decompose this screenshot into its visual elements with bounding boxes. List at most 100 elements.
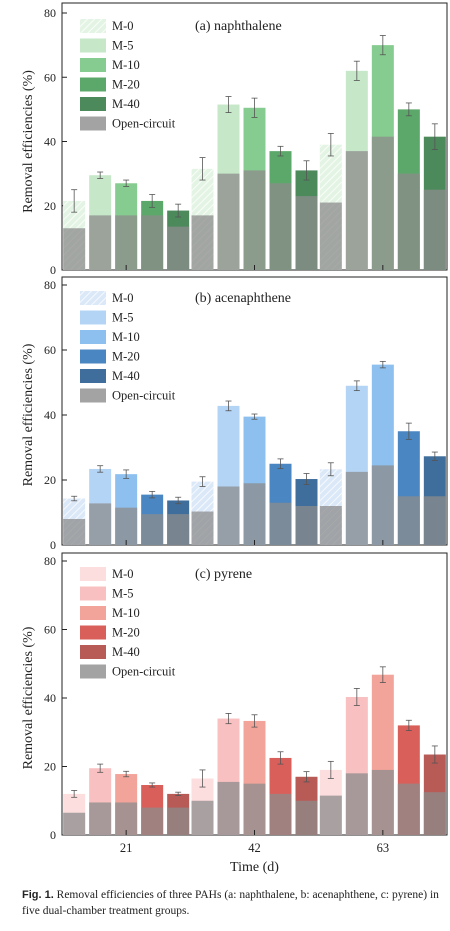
open-circuit-bar	[63, 812, 86, 835]
open-circuit-bar	[141, 215, 164, 270]
open-circuit-bar	[89, 215, 112, 270]
legend-label: M-20	[112, 626, 140, 640]
open-circuit-bar	[115, 507, 138, 545]
legend-label: M-20	[112, 78, 140, 92]
open-circuit-bar	[371, 465, 394, 545]
open-circuit-bar	[371, 136, 394, 270]
legend-label: M-5	[112, 587, 134, 601]
legend-label: M-40	[112, 97, 140, 111]
open-circuit-bar	[397, 496, 420, 545]
legend-label: M-0	[112, 291, 134, 305]
y-tick-label: 40	[44, 691, 56, 705]
x-tick-label: 42	[248, 841, 261, 855]
open-circuit-bar	[295, 800, 318, 835]
legend-label: M-5	[112, 39, 134, 53]
y-axis-label: Removal efficiencies (%)	[21, 343, 36, 486]
chart-title: (c) pyrene	[195, 567, 252, 582]
open-circuit-bar	[319, 795, 342, 835]
open-circuit-bar	[295, 506, 318, 545]
open-circuit-bar	[217, 781, 240, 835]
y-tick-label: 60	[44, 343, 56, 357]
legend-label: M-10	[112, 330, 140, 344]
open-circuit-bar	[319, 506, 342, 545]
legend-hatch	[80, 19, 106, 33]
open-circuit-bar	[243, 170, 266, 270]
legend-label: M-40	[112, 369, 140, 383]
legend-swatch	[80, 369, 106, 383]
y-tick-label: 60	[44, 623, 56, 637]
legend-swatch	[80, 567, 106, 581]
y-tick-label: 60	[44, 70, 56, 84]
y-tick-label: 0	[50, 538, 56, 552]
legend-label: M-0	[112, 19, 134, 33]
y-axis-label: Removal efficiencies (%)	[21, 70, 36, 213]
figure: 0 20 40 60 80 Removal efficiencies (%) (a) nap…	[21, 2, 448, 875]
open-circuit-bar	[63, 228, 86, 270]
open-circuit-bar	[191, 215, 214, 270]
legend-swatch	[80, 586, 106, 601]
y-tick-label: 80	[44, 554, 56, 568]
x-tick-label: 63	[377, 841, 390, 855]
legend-label: Open-circuit	[112, 117, 176, 131]
legend-label: M-0	[112, 567, 134, 581]
y-tick-label: 20	[44, 760, 56, 774]
legend-swatch	[80, 58, 106, 72]
legend-label: Open-circuit	[112, 665, 176, 679]
legend-swatch	[80, 116, 106, 131]
y-axis-label: Removal efficiencies (%)	[21, 626, 36, 769]
legend-swatch	[80, 645, 106, 659]
legend-label: M-10	[112, 606, 140, 620]
legend-swatch	[80, 664, 106, 679]
open-circuit-bar	[141, 807, 164, 835]
legend-label: M-40	[112, 645, 140, 659]
legend-swatch	[80, 388, 106, 403]
open-circuit-bar	[345, 151, 368, 270]
y-tick-label: 0	[50, 263, 56, 277]
open-circuit-bar	[89, 802, 112, 835]
legend-swatch	[80, 38, 106, 53]
y-tick-label: 20	[44, 199, 56, 213]
legend-label: M-20	[112, 350, 140, 364]
open-circuit-bar	[371, 769, 394, 835]
open-circuit-bar	[269, 183, 292, 270]
legend-label: Open-circuit	[112, 389, 176, 403]
chart-title: (b) acenaphthene	[195, 291, 291, 306]
open-circuit-bar	[423, 496, 446, 545]
open-circuit-bar	[115, 215, 138, 270]
open-circuit-bar	[141, 514, 164, 545]
y-tick-label: 40	[44, 135, 56, 149]
open-circuit-bar	[397, 783, 420, 835]
legend-swatch	[80, 310, 106, 325]
x-tick-label: 21	[120, 841, 133, 855]
y-tick-label: 20	[44, 473, 56, 487]
open-circuit-bar	[217, 486, 240, 545]
legend-swatch	[80, 606, 106, 620]
legend-label: M-10	[112, 58, 140, 72]
legend-swatch	[80, 330, 106, 344]
caption-label: Fig. 1.	[22, 889, 54, 901]
legend-swatch	[80, 97, 106, 111]
open-circuit-bar	[423, 792, 446, 835]
y-tick-label: 80	[44, 278, 56, 292]
chart-title: (a) naphthalene	[195, 19, 282, 34]
x-axis-label: Time (d)	[230, 860, 279, 875]
open-circuit-bar	[243, 483, 266, 545]
legend-label: M-5	[112, 311, 134, 325]
open-circuit-bar	[167, 226, 190, 270]
open-circuit-bar	[63, 519, 86, 545]
y-tick-label: 40	[44, 408, 56, 422]
open-circuit-bar	[191, 511, 214, 545]
legend-swatch	[80, 349, 106, 364]
open-circuit-bar	[115, 802, 138, 835]
open-circuit-bar	[167, 514, 190, 545]
legend-swatch	[80, 625, 106, 640]
open-circuit-bar	[243, 783, 266, 835]
y-tick-label: 0	[50, 828, 56, 842]
open-circuit-bar	[191, 800, 214, 835]
open-circuit-bar	[345, 471, 368, 545]
legend-swatch	[80, 77, 106, 92]
caption: Fig. 1. Removal efficiencies of three PA…	[22, 887, 442, 919]
legend-hatch	[80, 291, 106, 305]
open-circuit-bar	[319, 202, 342, 270]
